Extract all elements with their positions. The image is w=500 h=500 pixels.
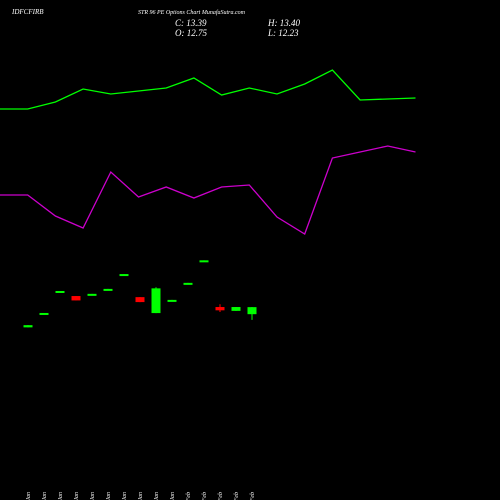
- x-tick-label: 08 Jan: [26, 492, 32, 500]
- x-tick-label: 01 Feb: [186, 492, 192, 500]
- x-tick-label: 23 Jan: [154, 492, 160, 500]
- x-tick-label: 04 Feb: [233, 492, 240, 500]
- x-tick-label: 22 Jan: [138, 492, 144, 500]
- candle-body: [39, 312, 49, 315]
- x-tick-label: 14 Jan: [57, 492, 64, 500]
- candle-body: [199, 260, 209, 263]
- x-tick-label: 21 Jan: [122, 492, 128, 500]
- x-tick-label: 16 Jan: [74, 492, 80, 500]
- indicator-line: [0, 69, 416, 110]
- candle-body: [87, 293, 97, 296]
- candle-body: [55, 290, 65, 293]
- candle-body: [183, 282, 193, 285]
- chart-subtitle: STR 96 PE Options Chart MunafaSutra.com: [138, 9, 246, 16]
- low-label: L: 12.23: [267, 28, 299, 38]
- x-tick-label: 03 Feb: [218, 492, 224, 500]
- indicator-line: [0, 145, 416, 235]
- candle-body: [167, 299, 177, 302]
- candle-body: [215, 307, 225, 311]
- x-tick-label: 27 Jan: [170, 492, 176, 500]
- candle-body: [119, 274, 129, 277]
- close-label: C: 13.39: [175, 18, 207, 28]
- candle-body: [71, 296, 81, 301]
- candle-body: [247, 307, 257, 315]
- chart-title: IDFCFIRB: [11, 8, 44, 16]
- open-label: O: 12.75: [175, 28, 207, 38]
- x-tick-label: 02 Feb: [202, 492, 208, 500]
- candle-body: [151, 288, 161, 314]
- x-tick-label: 19 Jan: [90, 492, 96, 500]
- x-tick-label: 06 Feb: [250, 492, 256, 500]
- candle-body: [231, 307, 241, 311]
- candle-body: [103, 288, 113, 291]
- x-tick-label: 12 Jan: [42, 492, 48, 500]
- x-tick-label: 20 Jan: [106, 492, 112, 500]
- high-label: H: 13.40: [267, 18, 300, 28]
- candle-body: [23, 325, 33, 328]
- candle-body: [135, 297, 145, 303]
